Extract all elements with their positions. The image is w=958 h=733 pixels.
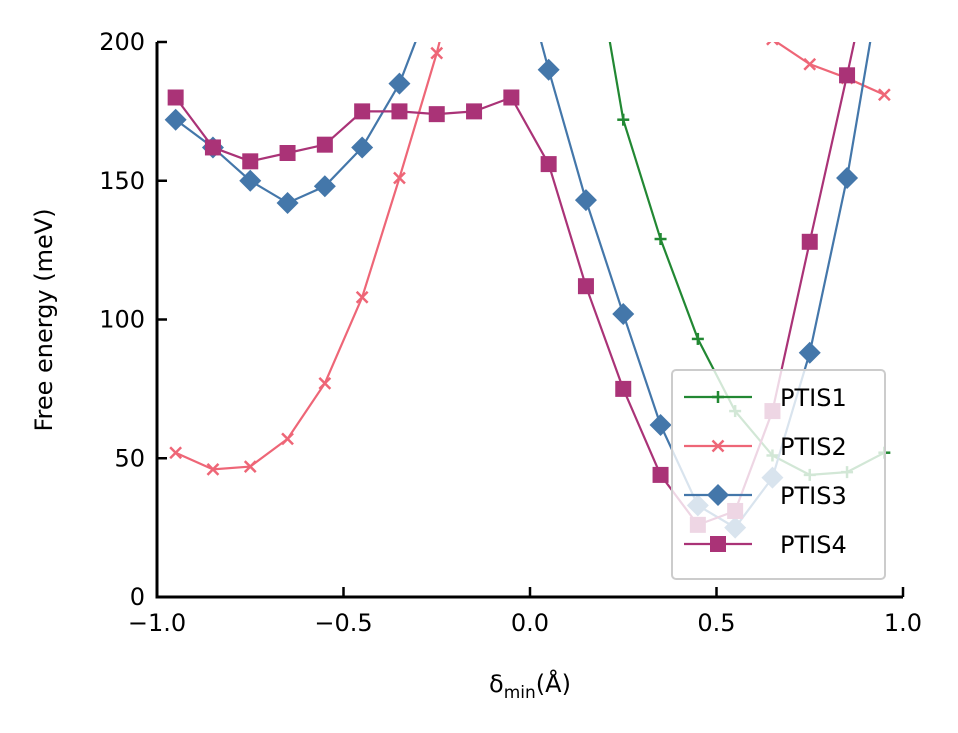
- legend-swatch-marker: [707, 484, 729, 506]
- data-point-ptis2-b: [877, 88, 891, 102]
- x-axis-title-subscript: min: [504, 683, 536, 703]
- data-point-ptis4: [279, 145, 296, 161]
- legend-label: PTIS1: [780, 384, 847, 412]
- legend-label: PTIS4: [780, 531, 847, 559]
- data-point-ptis2: [766, 42, 779, 46]
- y-tick-label: 100: [99, 306, 145, 334]
- data-point-ptis2-b: [318, 376, 332, 390]
- data-point-ptis4: [466, 103, 483, 120]
- data-point-ptis2: [803, 57, 817, 71]
- legend-swatch-marker-b: [711, 439, 725, 453]
- data-point-ptis2: [393, 171, 406, 185]
- data-point-ptis3: [313, 175, 336, 198]
- legend-item-ptis2: PTIS2: [684, 433, 847, 461]
- y-tick-label: 50: [114, 444, 145, 472]
- data-point-ptis4: [801, 233, 818, 250]
- legend-swatch-marker: [711, 439, 725, 453]
- data-point-ptis4: [839, 67, 856, 84]
- y-tick-label: 150: [99, 167, 145, 195]
- x-axis-title-symbol: δ: [489, 670, 504, 698]
- legend-label: PTIS2: [780, 433, 847, 461]
- data-point-ptis4: [540, 156, 557, 173]
- data-point-ptis2-a: [773, 42, 779, 46]
- data-point-ptis2-b: [766, 42, 772, 46]
- data-point-ptis4: [577, 278, 594, 295]
- data-point-ptis4: [204, 139, 221, 156]
- legend-swatch-marker: [710, 536, 726, 552]
- data-point-ptis2: [206, 462, 220, 476]
- data-point-ptis2-b: [206, 462, 220, 476]
- data-point-ptis2-b: [393, 171, 406, 185]
- legend: PTIS1 PTIS2 PTIS3 PTIS4: [671, 369, 886, 580]
- data-point-ptis2: [430, 46, 444, 60]
- data-point-ptis4: [242, 153, 259, 170]
- data-point-ptis3: [798, 341, 821, 364]
- data-point-ptis2: [355, 290, 369, 304]
- data-point-ptis4: [391, 103, 408, 120]
- legend-item-ptis4: PTIS4: [684, 531, 847, 559]
- x-tick-label: −1.0: [128, 609, 186, 637]
- data-point-ptis2-b: [169, 446, 183, 460]
- x-axis-title-unit: (Å): [536, 669, 571, 698]
- x-tick-label: 0.5: [697, 609, 735, 637]
- data-point-ptis2-b: [803, 57, 817, 71]
- x-tick-label: −0.5: [314, 609, 372, 637]
- data-point-ptis2-b: [243, 460, 257, 473]
- data-point-ptis3: [537, 58, 560, 81]
- data-point-ptis4: [503, 89, 520, 106]
- ticks: −1.0 −0.5 0.0 0.5 1.0 0 50 100 150 200: [99, 28, 922, 637]
- data-point-ptis3: [612, 302, 635, 325]
- legend-items: PTIS1 PTIS2 PTIS3 PTIS4: [684, 384, 847, 559]
- data-point-ptis3: [388, 72, 411, 95]
- y-tick-label: 200: [99, 28, 145, 56]
- data-point-ptis4: [354, 103, 371, 120]
- data-point-ptis3: [276, 191, 299, 214]
- data-point-ptis4: [615, 380, 632, 397]
- legend-swatch-marker: [712, 391, 724, 403]
- data-point-ptis2-b: [430, 46, 444, 60]
- data-point-ptis3: [164, 108, 187, 131]
- y-axis-title: Free energy (meV): [30, 208, 58, 431]
- legend-frame: [671, 369, 886, 580]
- data-point-ptis3: [836, 166, 859, 189]
- data-point-ptis3: [351, 136, 374, 159]
- y-tick-label: 0: [130, 583, 145, 611]
- data-point-ptis2: [281, 432, 294, 446]
- x-axis-title: δmin(Å): [489, 669, 571, 703]
- data-point-ptis3: [239, 169, 262, 192]
- data-point-ptis1: [654, 233, 667, 246]
- data-point-ptis2: [877, 88, 891, 102]
- data-point-ptis2-b: [281, 432, 294, 446]
- data-point-ptis2: [318, 376, 332, 390]
- x-tick-label: 0.0: [511, 609, 549, 637]
- data-point-ptis2-b: [355, 290, 369, 304]
- x-tick-label: 1.0: [884, 609, 922, 637]
- data-point-ptis3: [649, 413, 672, 436]
- data-point-ptis4: [167, 89, 184, 106]
- data-point-ptis4: [428, 106, 445, 123]
- data-point-ptis4: [316, 136, 333, 153]
- data-point-ptis1: [691, 332, 704, 345]
- data-point-ptis2: [169, 446, 183, 460]
- legend-label: PTIS3: [780, 482, 847, 510]
- data-point-ptis1: [617, 113, 630, 126]
- data-point-ptis3: [574, 189, 597, 212]
- legend-item-ptis3: PTIS3: [684, 482, 847, 510]
- data-point-ptis2: [243, 460, 257, 473]
- data-point-ptis4: [652, 466, 669, 483]
- legend-item-ptis1: PTIS1: [684, 384, 847, 412]
